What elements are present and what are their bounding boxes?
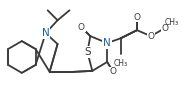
Text: N: N — [42, 28, 50, 38]
Text: CH₃: CH₃ — [165, 18, 179, 27]
Text: CH₃: CH₃ — [114, 59, 128, 68]
Text: O: O — [133, 13, 141, 22]
Text: S: S — [84, 47, 91, 57]
Text: O: O — [161, 24, 168, 33]
Text: N: N — [103, 38, 111, 48]
Text: O: O — [78, 23, 85, 32]
Text: O: O — [110, 67, 117, 76]
Text: O: O — [147, 32, 154, 41]
